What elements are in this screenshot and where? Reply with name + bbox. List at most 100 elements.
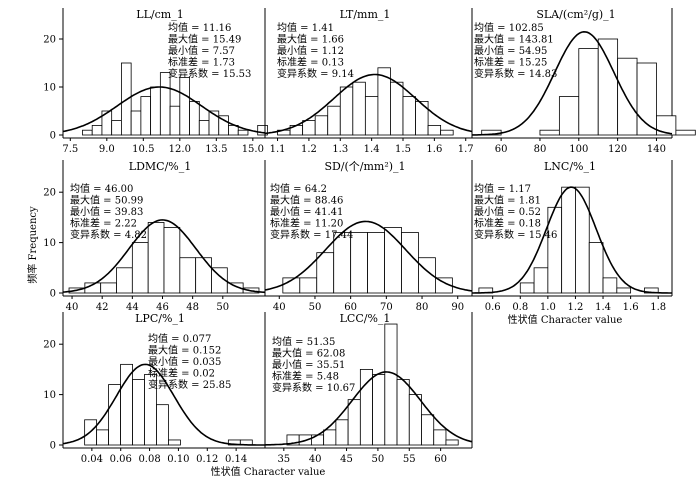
- x-axis-label-row2: 性状值 Character value: [508, 313, 623, 326]
- normal-fit-curve: [62, 86, 266, 134]
- x-tick-label: 45: [340, 454, 353, 465]
- x-tick-label: 70: [380, 302, 393, 313]
- histogram-bar: [335, 419, 349, 446]
- normal-fit-curve: [264, 220, 473, 292]
- panels-group: 7.5 9.0 10.5 12.0 13.5 15.0LL/cm_1均值 = 11.16最…: [62, 8, 696, 465]
- stat-line: 标准差 = 0.13: [277, 56, 344, 69]
- x-tick-label: 0.8: [512, 302, 528, 313]
- stat-line: 均值 = 1.41: [277, 21, 334, 34]
- histogram-bar: [111, 120, 122, 136]
- histogram-panel: 7.5 9.0 10.5 12.0 13.5 15.0LL/cm_1均值 = 11.16最…: [62, 8, 268, 155]
- histogram-bar: [372, 374, 386, 446]
- histogram-panel: 0.04 0.06 0.08 0.10 0.12 0.14 LPC/%_1 均值 = 0.07…: [62, 312, 266, 465]
- histogram-bar: [100, 282, 117, 294]
- stat-line: 标准差 = 0.02: [148, 367, 215, 380]
- histogram-bar: [116, 267, 133, 294]
- panel-title: SLA/(cm²/g)_1: [536, 8, 615, 21]
- x-tick-label: 80: [416, 302, 429, 313]
- x-tick-label: 50: [372, 454, 385, 465]
- histogram-bar: [408, 394, 422, 446]
- stat-line: 变异系数 = 4.82: [70, 228, 147, 241]
- x-tick-label: 55: [403, 454, 416, 465]
- histogram-bar: [120, 363, 133, 446]
- histogram-bar: [636, 62, 657, 136]
- histogram-bar: [198, 120, 210, 136]
- stat-line: 最大值 = 143.81: [474, 33, 554, 46]
- histogram-bar: [533, 267, 549, 294]
- stat-line: 标准差 = 2.22: [70, 217, 137, 230]
- histogram-bar: [333, 232, 352, 294]
- histogram-bar: [189, 101, 200, 136]
- histogram-bar: [402, 96, 416, 136]
- stat-line: 最大值 = 88.46: [270, 194, 343, 207]
- histogram-bar: [519, 282, 535, 294]
- histogram-bar: [211, 267, 228, 294]
- histogram-bar: [350, 232, 369, 294]
- x-tick-label: 50: [309, 302, 322, 313]
- histogram-bar: [401, 232, 419, 294]
- histogram-bar: [352, 81, 366, 136]
- histogram-bar: [168, 439, 181, 446]
- histogram-bar: [163, 227, 181, 294]
- stat-line: 最大值 = 50.99: [70, 194, 143, 207]
- histogram-bar: [150, 86, 161, 136]
- x-tick-label: 1.4: [595, 302, 611, 313]
- panel-title: SD/(个/mm²)_1: [324, 160, 405, 173]
- normal-fit-curve: [264, 73, 473, 135]
- x-tick-label: 15.0: [242, 144, 264, 155]
- stat-line: 均值 = 0.077: [148, 332, 211, 345]
- stat-line: 最大值 = 1.66: [277, 33, 344, 46]
- x-tick-label: 46: [156, 302, 169, 313]
- x-tick-label: 40: [309, 454, 322, 465]
- stat-line: 最小值 = 35.51: [272, 358, 345, 371]
- histogram-bar: [323, 429, 337, 446]
- x-tick-label: 140: [647, 144, 666, 155]
- stat-line: 变异系数 = 17.44: [270, 228, 353, 241]
- histogram-bar: [675, 129, 696, 136]
- stat-line: 均值 = 51.35: [272, 335, 335, 348]
- normal-fit-curve: [472, 30, 673, 136]
- histogram-bar: [558, 96, 580, 136]
- histogram-panel: 60 80 100 120 140 SLA/(cm²/g)_1均值 = 102.85最大值…: [471, 8, 696, 155]
- histogram-bar: [159, 72, 171, 136]
- stat-line: 标准差 = 1.73: [168, 56, 235, 69]
- histogram-bar: [364, 96, 379, 136]
- y-tick-label: 20: [43, 188, 56, 199]
- histogram-bar: [384, 323, 398, 446]
- x-tick-label: 10.5: [132, 144, 154, 155]
- x-tick-label: 0.04: [81, 454, 103, 465]
- stat-line: 最小值 = 39.83: [70, 205, 143, 218]
- x-tick-label: 40: [66, 302, 79, 313]
- x-tick-label: 7.5: [62, 144, 78, 155]
- histogram-bar: [616, 287, 632, 294]
- x-tick-label: 1.8: [650, 302, 666, 313]
- histogram-panel: 0.6 0.8 1.0 1.2 1.4 1.6 1.8 LNC/%_1 均值 = 1.17最大值…: [471, 160, 673, 313]
- histogram-bar: [445, 439, 459, 446]
- histogram-bar: [415, 101, 429, 136]
- x-tick-label: 80: [534, 144, 547, 155]
- histogram-bar: [169, 105, 181, 136]
- stat-line: 均值 = 64.2: [270, 182, 327, 195]
- histogram-bar: [130, 110, 142, 136]
- stat-line: 变异系数 = 9.14: [277, 67, 354, 80]
- histogram-bar: [617, 57, 638, 136]
- stat-line: 均值 = 102.85: [474, 21, 544, 34]
- x-tick-label: 60: [434, 454, 447, 465]
- stat-line: 均值 = 46.00: [70, 182, 133, 195]
- stat-line: 变异系数 = 10.67: [272, 381, 355, 394]
- histogram-bar: [147, 222, 165, 294]
- stat-line: 均值 = 11.16: [168, 21, 231, 34]
- y-axis-ticks: 0 10 20 0 10 20 0 10 20: [43, 35, 63, 452]
- y-tick-label: 0: [50, 289, 56, 300]
- histogram-bar: [656, 115, 677, 136]
- x-tick-label: 1.1: [270, 144, 286, 155]
- histogram-bar: [396, 379, 410, 446]
- histogram-bar: [179, 257, 197, 294]
- histogram-bar: [257, 125, 268, 136]
- x-tick-label: 0.10: [167, 454, 189, 465]
- x-tick-label: 0.12: [196, 454, 218, 465]
- x-tick-label: 12.0: [169, 144, 191, 155]
- x-tick-label: 90: [451, 302, 464, 313]
